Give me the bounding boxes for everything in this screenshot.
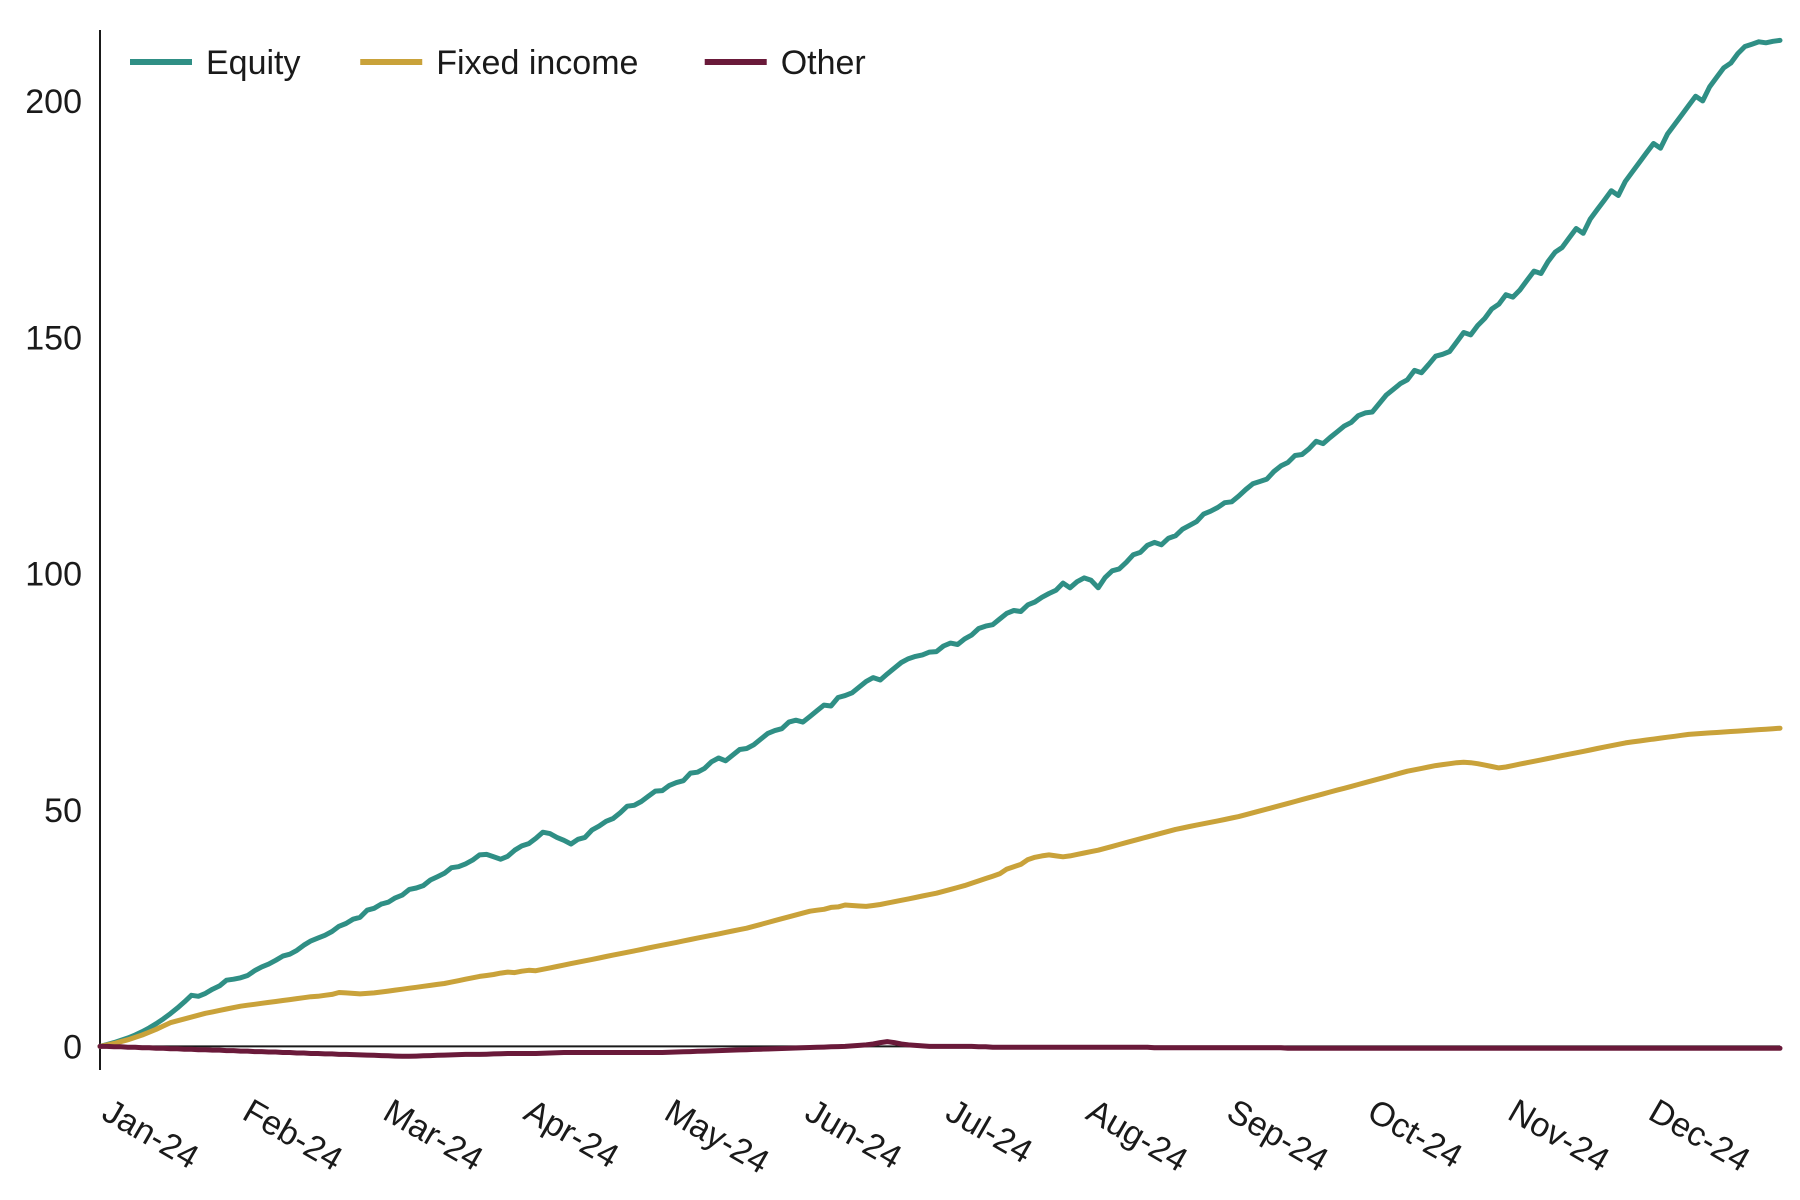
y-axis-tick-label: 100 [25, 556, 82, 594]
legend-label-equity: Equity [206, 44, 301, 82]
y-axis-tick-label: 200 [25, 83, 82, 121]
y-axis-tick-label: 50 [44, 792, 82, 830]
y-axis-tick-label: 0 [63, 1028, 82, 1066]
line-chart: 050100150200Jan-24Feb-24Mar-24Apr-24May-… [0, 0, 1800, 1200]
y-axis-tick-label: 150 [25, 319, 82, 357]
legend-label-other: Other [781, 44, 866, 82]
legend-label-fixed-income: Fixed income [436, 44, 638, 82]
